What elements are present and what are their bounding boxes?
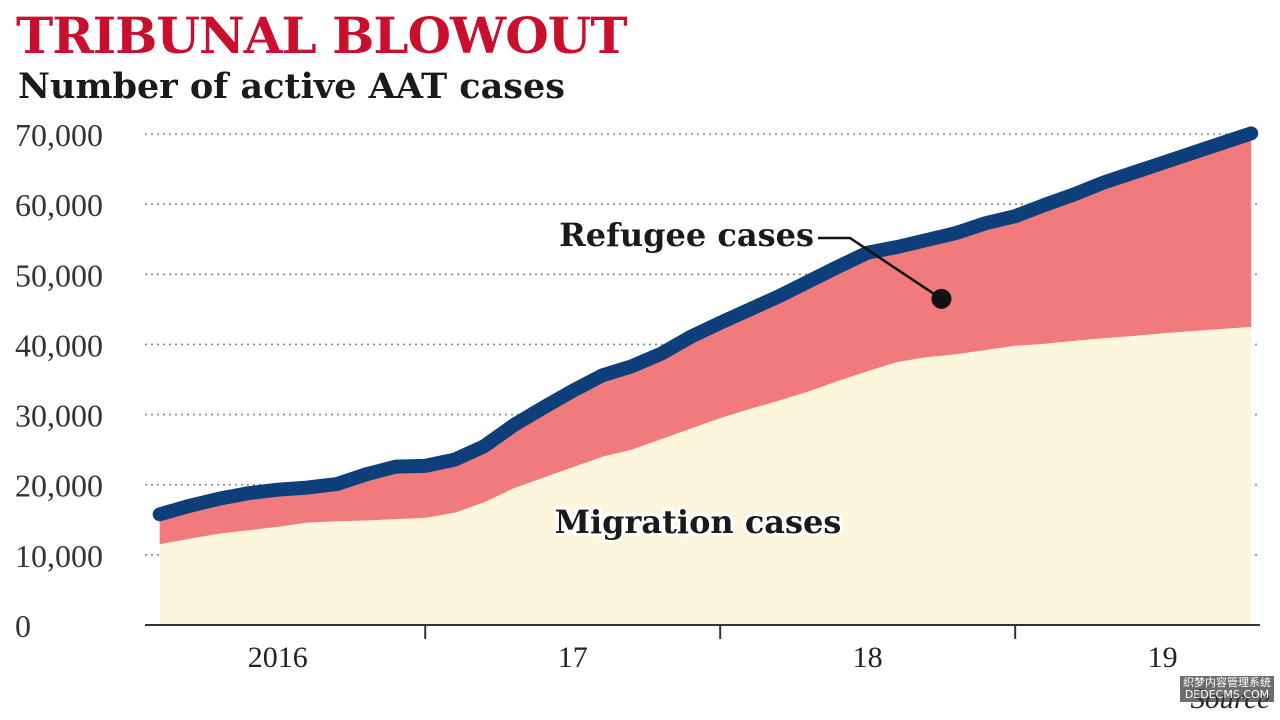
y-axis-ticks: 0 10,000 20,000 30,000 40,000 50,000 60,000 70,… [15, 117, 103, 644]
y-tick-label: 50,000 [15, 257, 103, 293]
x-tick-label: 17 [558, 641, 588, 674]
chart-subtitle: Number of active AAT cases [18, 66, 565, 107]
watermark-line-2: DEDECMS.COM [1184, 688, 1270, 701]
watermark-logo: 织梦内容管理系统 DEDECMS.COM [1180, 676, 1274, 702]
refugee-leader-line [818, 236, 943, 300]
refugee-leader-dot [931, 288, 952, 309]
migration-area [159, 326, 1252, 625]
total-cases-line [152, 126, 1259, 522]
y-tick-label: 30,000 [15, 398, 103, 434]
y-tick-label: 10,000 [15, 538, 103, 574]
x-axis: 2016 17 18 19 [145, 624, 1260, 674]
y-tick-label: 60,000 [15, 187, 103, 223]
refugee-cases-label: Refugee cases [559, 216, 814, 254]
area-layer [152, 126, 1259, 625]
x-tick-label: 18 [853, 641, 883, 674]
y-tick-label: 20,000 [15, 468, 103, 504]
x-tick-label: 19 [1148, 641, 1178, 674]
y-tick-label: 70,000 [15, 117, 103, 153]
annotation-layer: Refugee cases Migration cases [552, 213, 952, 544]
x-tick-label: 2016 [248, 641, 308, 674]
refugee-area [159, 135, 1252, 545]
migration-cases-label: Migration cases [555, 503, 842, 541]
watermark-line-1: 织梦内容管理系统 [1183, 676, 1271, 689]
y-tick-label: 40,000 [15, 327, 103, 363]
chart-title: TRIBUNAL BLOWOUT [16, 6, 628, 65]
y-tick-label: 0 [15, 608, 31, 644]
